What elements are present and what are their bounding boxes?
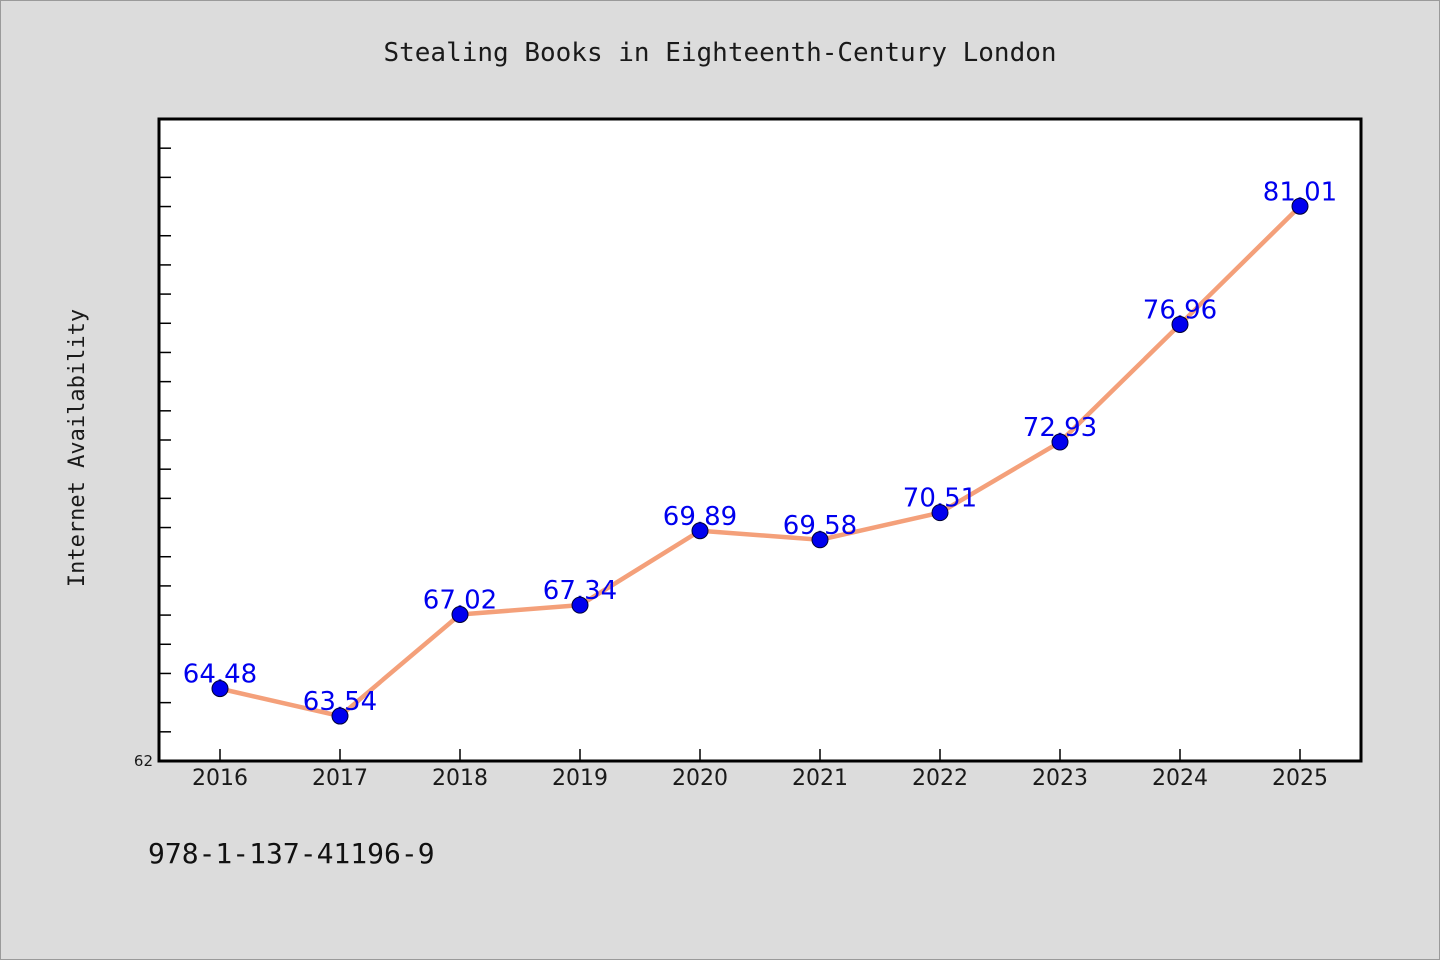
data-point [691,522,709,540]
x-tick-label: 2022 [912,766,968,791]
y-axis-ticks: 62 [134,147,171,770]
x-tick-label: 2024 [1152,766,1208,791]
data-point [1051,433,1069,451]
y-axis-label: Internet Availability [65,309,90,587]
data-point [451,606,469,624]
data-point [1291,197,1309,215]
x-tick-label: 2017 [312,766,368,791]
isbn-footer: 978-1-137-41196-9 [148,837,435,870]
data-point [571,596,589,614]
data-point [211,680,229,698]
x-axis-ticks: 2016 2017 2018 2019 2020 2021 2022 2023 2024 2025 [192,749,1328,791]
x-tick-label: 2020 [672,766,728,791]
x-tick-label: 2019 [552,766,608,791]
data-point [1171,315,1189,333]
series-layer [217,204,1303,719]
x-tick-label: 2021 [792,766,848,791]
plot-area [157,117,1363,763]
data-point [931,504,949,522]
y-tick-label: 62 [134,752,153,770]
chart-title: Stealing Books in Eighteenth-Century Lon… [383,38,1056,68]
data-point [811,531,829,549]
x-tick-label: 2025 [1272,766,1328,791]
x-tick-label: 2023 [1032,766,1088,791]
data-point [331,707,349,725]
x-tick-label: 2016 [192,766,248,791]
x-tick-label: 2018 [432,766,488,791]
series-line [217,204,1303,719]
